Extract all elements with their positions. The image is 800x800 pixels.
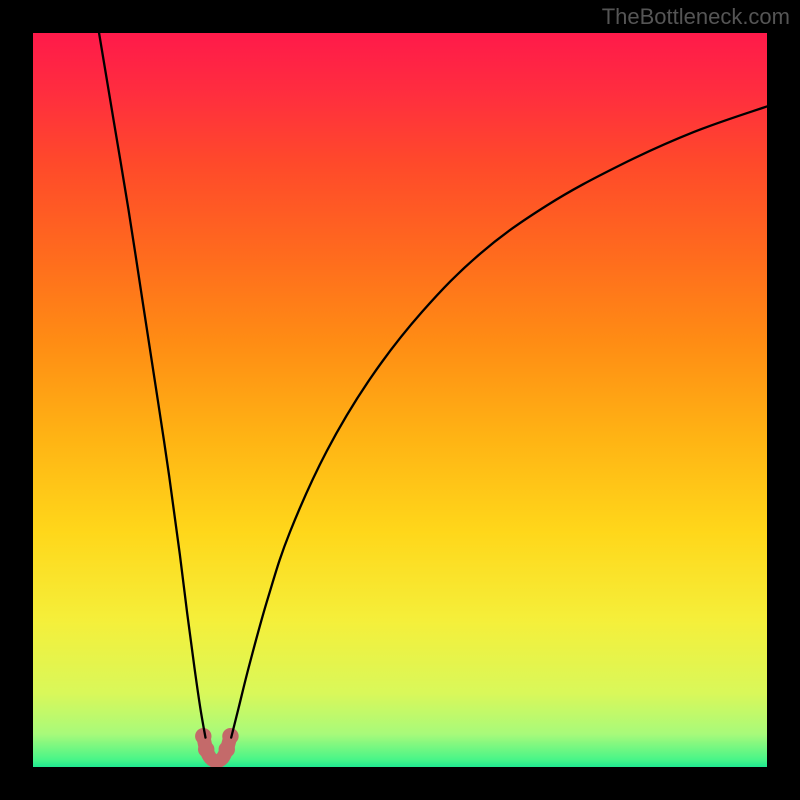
- plot-background: [33, 33, 767, 767]
- bottleneck-plot: [0, 0, 800, 800]
- highlight-dot: [198, 741, 214, 757]
- chart-frame: TheBottleneck.com: [0, 0, 800, 800]
